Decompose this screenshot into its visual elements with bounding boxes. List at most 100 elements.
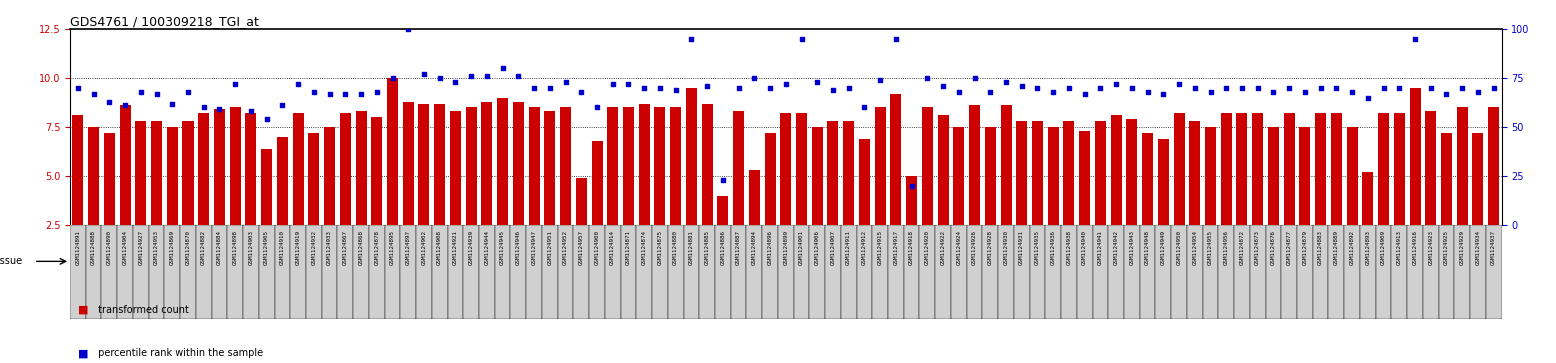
Bar: [258, 225, 274, 319]
Bar: [464, 225, 479, 319]
Bar: [997, 225, 1015, 319]
Point: [395, 26, 420, 32]
Bar: [605, 225, 621, 298]
Point: [678, 36, 703, 42]
Point: [977, 89, 1002, 95]
Bar: [339, 113, 350, 225]
Point: [694, 83, 719, 89]
Text: GSM1124872: GSM1124872: [1240, 230, 1245, 265]
Bar: [1139, 225, 1156, 319]
Bar: [1187, 225, 1502, 298]
Bar: [212, 225, 227, 319]
Bar: [277, 137, 288, 225]
Point: [552, 79, 577, 85]
Bar: [1488, 107, 1498, 225]
Text: tissue: tissue: [0, 256, 23, 266]
Bar: [1439, 225, 1455, 319]
Bar: [874, 107, 885, 225]
Text: GSM1124876: GSM1124876: [1271, 230, 1276, 265]
Text: GSM1124944: GSM1124944: [484, 230, 490, 265]
Bar: [560, 107, 571, 225]
Text: GSM1124888: GSM1124888: [92, 230, 96, 265]
Bar: [621, 225, 636, 319]
Point: [490, 65, 515, 71]
Point: [145, 91, 170, 97]
Bar: [764, 133, 775, 225]
Bar: [132, 225, 149, 319]
Text: GSM1124874: GSM1124874: [641, 230, 647, 265]
Bar: [1001, 106, 1011, 225]
Point: [1167, 81, 1192, 87]
Text: GSM1124909: GSM1124909: [1382, 230, 1386, 265]
Bar: [384, 225, 400, 319]
Bar: [1268, 127, 1279, 225]
Point: [820, 87, 845, 93]
Bar: [856, 225, 873, 319]
Bar: [324, 127, 335, 225]
Point: [946, 89, 971, 95]
Text: GSM1124937: GSM1124937: [1491, 230, 1497, 265]
Bar: [607, 107, 618, 225]
Bar: [921, 107, 934, 225]
Bar: [73, 115, 84, 225]
Bar: [1315, 113, 1326, 225]
Bar: [86, 225, 101, 319]
Bar: [1108, 225, 1123, 319]
Bar: [1080, 131, 1091, 225]
Bar: [1441, 133, 1452, 225]
Point: [364, 89, 389, 95]
Bar: [935, 225, 951, 319]
Bar: [1265, 225, 1281, 319]
Point: [302, 89, 327, 95]
Bar: [1455, 225, 1470, 319]
Point: [773, 81, 798, 87]
Point: [459, 73, 484, 79]
Bar: [1472, 133, 1483, 225]
Bar: [812, 127, 823, 225]
Point: [160, 101, 185, 106]
Point: [1481, 85, 1506, 91]
Point: [632, 85, 657, 91]
Bar: [151, 121, 162, 225]
Text: GSM1124911: GSM1124911: [846, 230, 851, 265]
Bar: [433, 225, 448, 319]
Bar: [605, 225, 621, 319]
Point: [1151, 91, 1176, 97]
Bar: [655, 107, 666, 225]
Point: [1402, 36, 1427, 42]
Text: GSM1124871: GSM1124871: [626, 230, 632, 265]
Text: GSM1124882: GSM1124882: [201, 230, 207, 265]
Text: GSM1124897: GSM1124897: [406, 230, 411, 265]
Bar: [1046, 225, 1061, 319]
Point: [238, 109, 263, 114]
Bar: [733, 111, 744, 225]
Bar: [1344, 225, 1360, 319]
Bar: [510, 225, 526, 319]
Text: local metastasis in the breast: local metastasis in the breast: [218, 257, 331, 266]
Point: [521, 85, 546, 91]
Bar: [840, 225, 856, 319]
Point: [899, 183, 924, 189]
Bar: [591, 141, 602, 225]
Bar: [400, 225, 415, 319]
Bar: [230, 107, 241, 225]
Text: GSM1124948: GSM1124948: [1145, 230, 1150, 265]
Point: [428, 75, 453, 81]
Point: [884, 36, 909, 42]
Point: [1183, 85, 1207, 91]
Text: GSM1124919: GSM1124919: [296, 230, 300, 265]
Bar: [794, 225, 809, 319]
Bar: [966, 225, 982, 319]
Bar: [843, 121, 854, 225]
Point: [962, 75, 987, 81]
Bar: [954, 127, 965, 225]
Text: GSM1124894: GSM1124894: [752, 230, 756, 265]
Bar: [1047, 127, 1058, 225]
Bar: [149, 225, 165, 319]
Bar: [985, 127, 996, 225]
Bar: [70, 225, 86, 298]
Bar: [717, 196, 728, 225]
Text: GSM1124920: GSM1124920: [924, 230, 930, 265]
Bar: [1061, 225, 1077, 319]
Point: [915, 75, 940, 81]
